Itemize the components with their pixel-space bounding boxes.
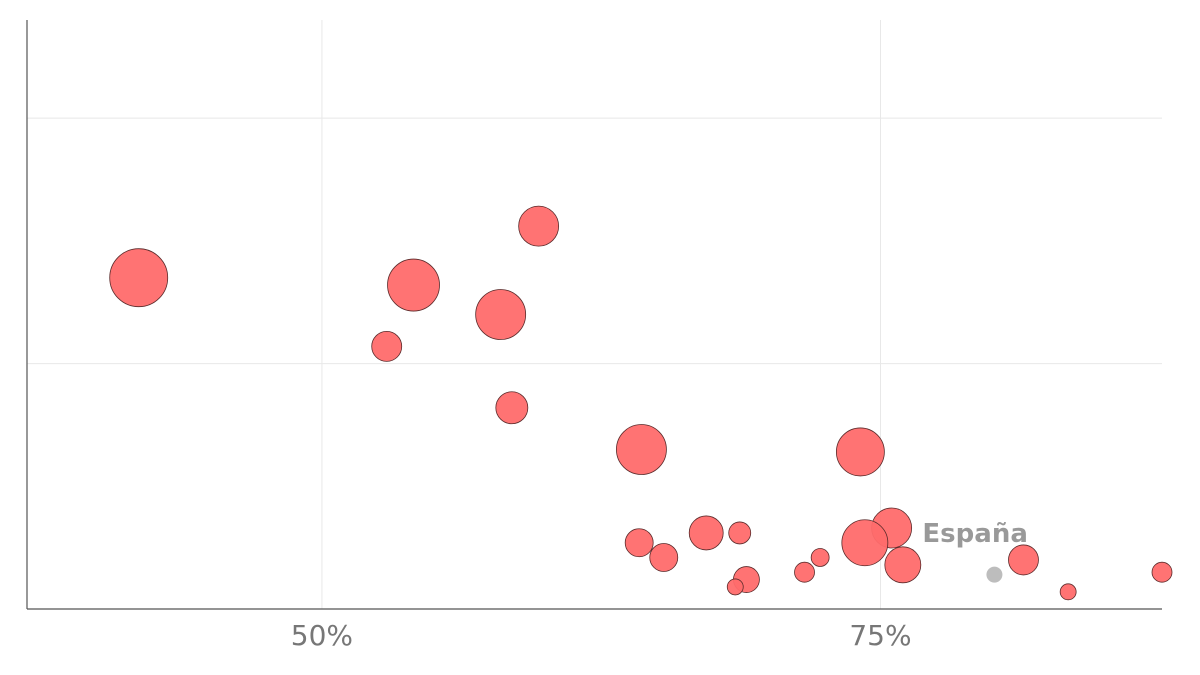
highlight-label: España [922, 519, 1027, 549]
bubble [475, 289, 527, 340]
x-tick-label: 75% [849, 619, 911, 652]
bubble [624, 528, 654, 558]
bubble [518, 205, 560, 247]
bubble [1059, 583, 1077, 601]
bubble [1008, 544, 1039, 576]
bubble [616, 424, 667, 475]
bubble [835, 427, 885, 477]
bubble [649, 543, 679, 572]
bubble [495, 391, 529, 425]
bubble [1151, 561, 1173, 583]
highlight-point [986, 566, 1003, 583]
bubble [371, 331, 403, 362]
x-tick-label: 50% [291, 619, 353, 652]
bubble [728, 521, 752, 545]
bubble [726, 578, 744, 596]
bubble [387, 258, 440, 312]
bubble [109, 248, 169, 308]
bubble [794, 561, 815, 583]
bubble [688, 515, 724, 551]
bubble [810, 548, 830, 567]
bubble [841, 519, 889, 567]
bubble [884, 546, 922, 584]
